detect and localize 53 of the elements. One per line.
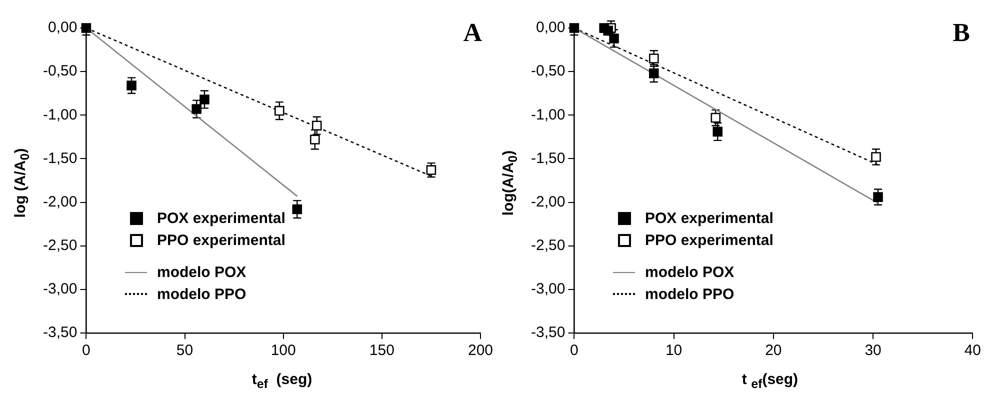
legend-label: PPO experimental xyxy=(157,232,286,248)
point xyxy=(126,80,136,90)
y-tick-label: -2,50 xyxy=(530,237,566,254)
y-tick-label: -3,00 xyxy=(530,280,566,298)
x-tick-label: 0 xyxy=(82,342,90,360)
point xyxy=(426,165,436,175)
chart-title: A xyxy=(463,18,482,48)
y-tick-label: -1,00 xyxy=(530,106,566,124)
y-tick-label: 0,00 xyxy=(536,19,566,36)
x-tick-label: 50 xyxy=(176,342,194,360)
x-tick-label: 10 xyxy=(665,342,682,360)
x-tick-label: 30 xyxy=(864,342,882,360)
y-tick-label: -1,50 xyxy=(42,150,78,167)
y-tick-label: -0,50 xyxy=(42,62,78,80)
x-tick-label: 20 xyxy=(765,342,782,360)
x-tick-label: 0 xyxy=(570,342,578,360)
legend-label: modelo POX xyxy=(645,264,734,280)
legend-label: modelo PPO xyxy=(157,286,246,302)
x-axis-title: t$_{ef}$ (seg) xyxy=(250,371,314,391)
y-tick-label: -0,50 xyxy=(530,62,566,80)
y-tick-label: -1,00 xyxy=(42,106,78,124)
legend-label: modelo PPO xyxy=(645,286,734,302)
x-axis-title: t $_{ef}$(seg) xyxy=(740,371,800,391)
point xyxy=(274,106,284,116)
point xyxy=(873,192,883,202)
legend-label: POX experimental xyxy=(157,210,286,226)
point xyxy=(609,34,619,44)
y-tick-label: -3,50 xyxy=(530,324,566,342)
point xyxy=(710,112,721,123)
x-tick-label: 100 xyxy=(270,342,296,360)
legend-label: modelo POX xyxy=(157,264,246,280)
y-tick-label: -2,50 xyxy=(42,237,78,254)
y-tick-label: -2,00 xyxy=(530,193,566,210)
x-tick-label: 150 xyxy=(369,342,394,360)
point xyxy=(200,94,210,104)
point xyxy=(312,120,322,130)
y-tick-label: -2,00 xyxy=(42,193,78,210)
y-tick-label: 0,00 xyxy=(48,19,78,36)
point xyxy=(871,152,881,162)
y-tick-label: -3,00 xyxy=(42,280,78,298)
y-tick-label: -1,50 xyxy=(530,150,566,167)
x-tick-label: 40 xyxy=(964,342,981,360)
legend-label: POX experimental xyxy=(645,210,774,226)
chart-title: B xyxy=(952,18,970,48)
x-tick-label: 200 xyxy=(468,342,493,360)
point xyxy=(310,134,320,144)
point xyxy=(648,68,659,78)
point xyxy=(712,126,723,137)
point xyxy=(192,104,202,114)
point xyxy=(292,204,302,214)
legend-label: PPO experimental xyxy=(645,232,774,248)
y-tick-label: -3,50 xyxy=(42,324,78,342)
point xyxy=(648,54,659,64)
